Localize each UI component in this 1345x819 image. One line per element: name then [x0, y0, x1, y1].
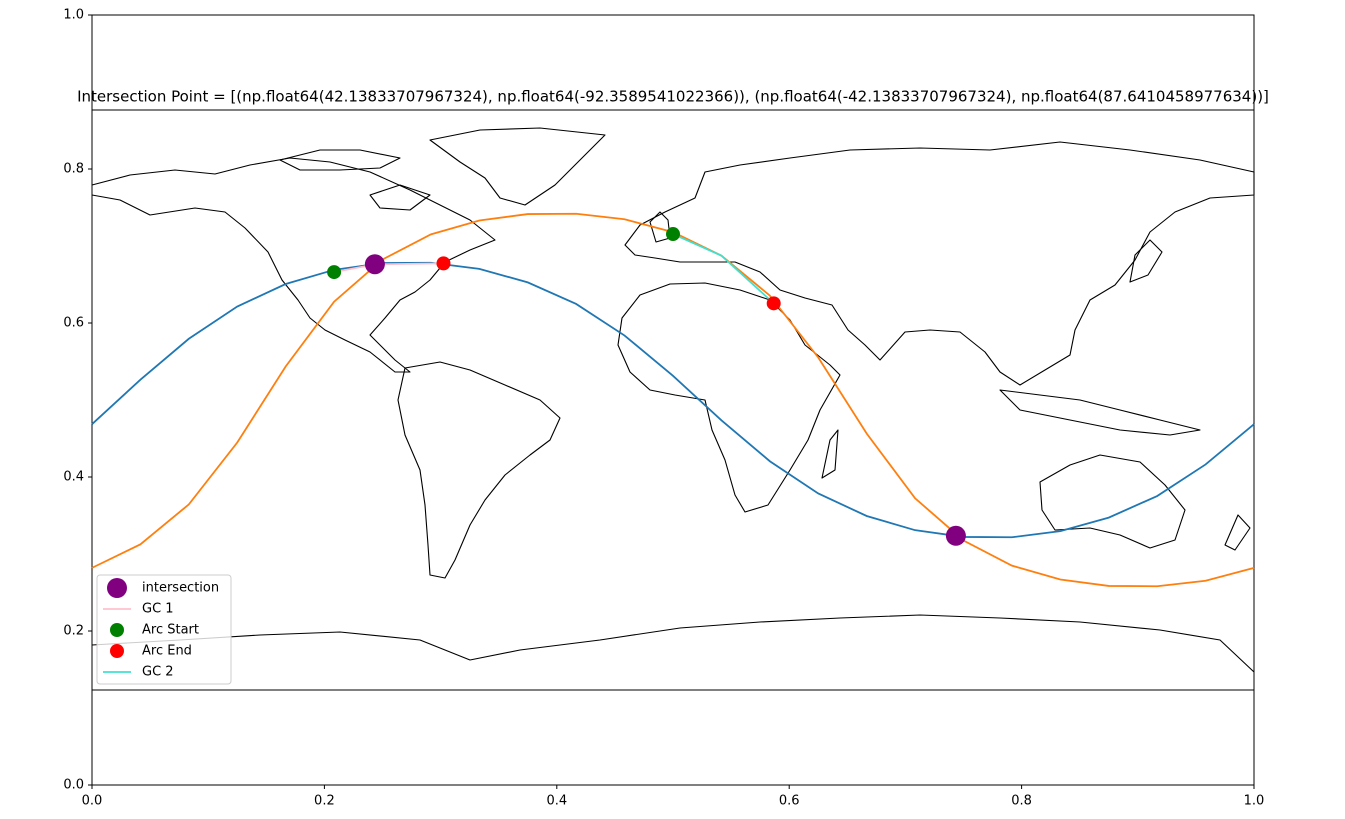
point: [436, 256, 451, 271]
madagascar: [821, 429, 839, 479]
southeast-asia-islands: [999, 389, 1201, 436]
y-tick-label: 1.0: [63, 8, 84, 23]
arc-line: [672, 233, 775, 304]
y-tick-label: 0.2: [63, 624, 84, 639]
canadian-islands: [279, 149, 431, 211]
point: [945, 525, 966, 546]
legend-label: intersection: [142, 581, 219, 596]
point: [766, 296, 781, 311]
legend-swatch: [107, 578, 127, 598]
legend: intersection GC 1 Arc Start Arc End GC 2: [96, 574, 232, 685]
greenland: [429, 127, 606, 206]
y-tick-label: 0.8: [63, 162, 84, 177]
legend-box: [96, 574, 232, 685]
great-circle: [91, 261, 1255, 539]
legend-swatch: [110, 644, 124, 658]
japan: [1129, 239, 1163, 283]
y-tick-label: 0.4: [63, 470, 84, 485]
new-zealand: [1224, 514, 1251, 551]
north-america: [91, 157, 496, 373]
legend-swatch: [110, 623, 124, 637]
eurasia: [624, 141, 1255, 386]
y-tick-label: 0.6: [63, 316, 84, 331]
legend-label: GC 1: [142, 602, 174, 617]
legend-label: GC 2: [142, 665, 174, 680]
x-tick-label: 0.6: [779, 794, 800, 809]
point: [364, 254, 385, 275]
x-tick-label: 1.0: [1244, 794, 1265, 809]
africa: [617, 282, 841, 513]
australia: [1039, 454, 1186, 549]
coastlines: [91, 127, 1255, 673]
map-title: Intersection Point = [(np.float64(42.138…: [77, 88, 1269, 106]
legend-label: Arc Start: [142, 623, 199, 638]
x-tick-label: 0.8: [1011, 794, 1032, 809]
x-tick-label: 0.2: [314, 794, 335, 809]
x-tick-label: 0.4: [546, 794, 567, 809]
antarctica: [91, 614, 1255, 673]
map-frame: [91, 109, 1255, 691]
south-america: [397, 361, 561, 579]
y-tick-label: 0.0: [63, 778, 84, 793]
point: [666, 227, 680, 242]
legend-label: Arc End: [142, 644, 192, 659]
x-tick-label: 0.0: [82, 794, 103, 809]
point: [327, 265, 342, 280]
